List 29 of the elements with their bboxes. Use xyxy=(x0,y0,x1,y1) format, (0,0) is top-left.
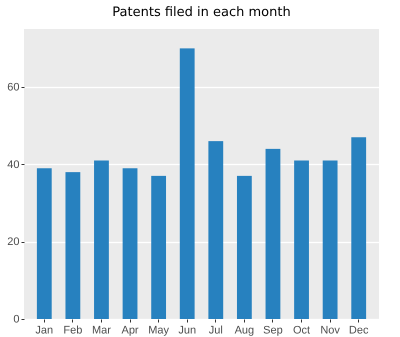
bar xyxy=(180,48,195,319)
y-tick-label: 20 xyxy=(7,236,20,248)
x-tick-label: Apr xyxy=(121,324,139,336)
x-tick-label: Jun xyxy=(178,324,196,336)
x-tick-label: Feb xyxy=(63,324,82,336)
y-tick-label: 60 xyxy=(7,82,20,94)
x-tick-label: Sep xyxy=(263,324,283,336)
bar xyxy=(266,148,280,319)
bar xyxy=(94,160,109,319)
x-tick-label: Dec xyxy=(348,324,369,336)
bar xyxy=(322,160,338,319)
x-tick-label: Oct xyxy=(292,324,310,336)
x-tick-label: May xyxy=(148,324,170,336)
bar xyxy=(351,137,366,319)
bar xyxy=(208,141,224,319)
x-tick-label: Mar xyxy=(92,324,112,336)
bar xyxy=(294,160,309,319)
x-tick-label: Jul xyxy=(208,324,223,336)
y-tick-label: 40 xyxy=(7,158,20,171)
chart-title: Patents filed in each month xyxy=(112,5,291,20)
x-tick-label: Nov xyxy=(320,324,340,336)
bar xyxy=(122,168,138,319)
x-tick-label: Aug xyxy=(234,324,254,336)
bar xyxy=(151,176,166,319)
bar xyxy=(236,176,252,319)
bar xyxy=(36,168,52,319)
x-tick-label: Jan xyxy=(35,324,54,336)
y-tick-label: 0 xyxy=(13,314,20,326)
bar xyxy=(65,172,80,319)
